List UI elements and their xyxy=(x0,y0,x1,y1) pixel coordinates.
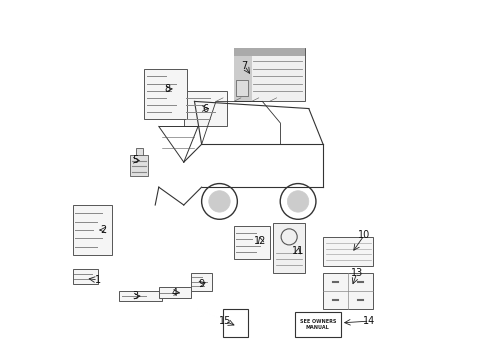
Circle shape xyxy=(208,191,230,212)
Text: 10: 10 xyxy=(357,230,369,240)
Bar xyxy=(323,273,372,309)
Bar xyxy=(73,205,112,255)
Bar xyxy=(233,48,305,102)
Text: 4: 4 xyxy=(171,288,178,297)
Bar xyxy=(159,287,190,298)
Text: 9: 9 xyxy=(198,279,204,289)
Bar xyxy=(272,223,305,273)
Text: 1: 1 xyxy=(95,275,101,285)
Bar xyxy=(223,309,247,337)
Bar xyxy=(233,56,251,102)
Text: 14: 14 xyxy=(363,316,375,326)
Text: 12: 12 xyxy=(254,236,266,246)
Text: 3: 3 xyxy=(132,291,138,301)
Circle shape xyxy=(287,191,308,212)
Bar xyxy=(233,48,305,56)
Bar xyxy=(73,269,98,284)
Text: SEE OWNERS
MANUAL: SEE OWNERS MANUAL xyxy=(299,319,335,330)
Text: 2: 2 xyxy=(100,225,106,235)
Text: 5: 5 xyxy=(132,156,139,165)
Text: 13: 13 xyxy=(350,268,363,278)
Text: 11: 11 xyxy=(291,247,304,256)
Bar xyxy=(135,148,142,156)
Text: 6: 6 xyxy=(202,104,208,113)
Text: 7: 7 xyxy=(241,61,247,71)
Bar xyxy=(235,80,247,96)
Bar xyxy=(144,69,187,119)
Bar xyxy=(130,155,148,176)
Bar xyxy=(294,312,340,337)
Text: 8: 8 xyxy=(164,84,170,94)
Bar xyxy=(190,273,212,291)
Bar xyxy=(233,226,269,258)
Bar xyxy=(183,91,226,126)
Bar xyxy=(119,291,162,301)
Text: 15: 15 xyxy=(218,316,230,326)
Bar xyxy=(323,237,372,266)
